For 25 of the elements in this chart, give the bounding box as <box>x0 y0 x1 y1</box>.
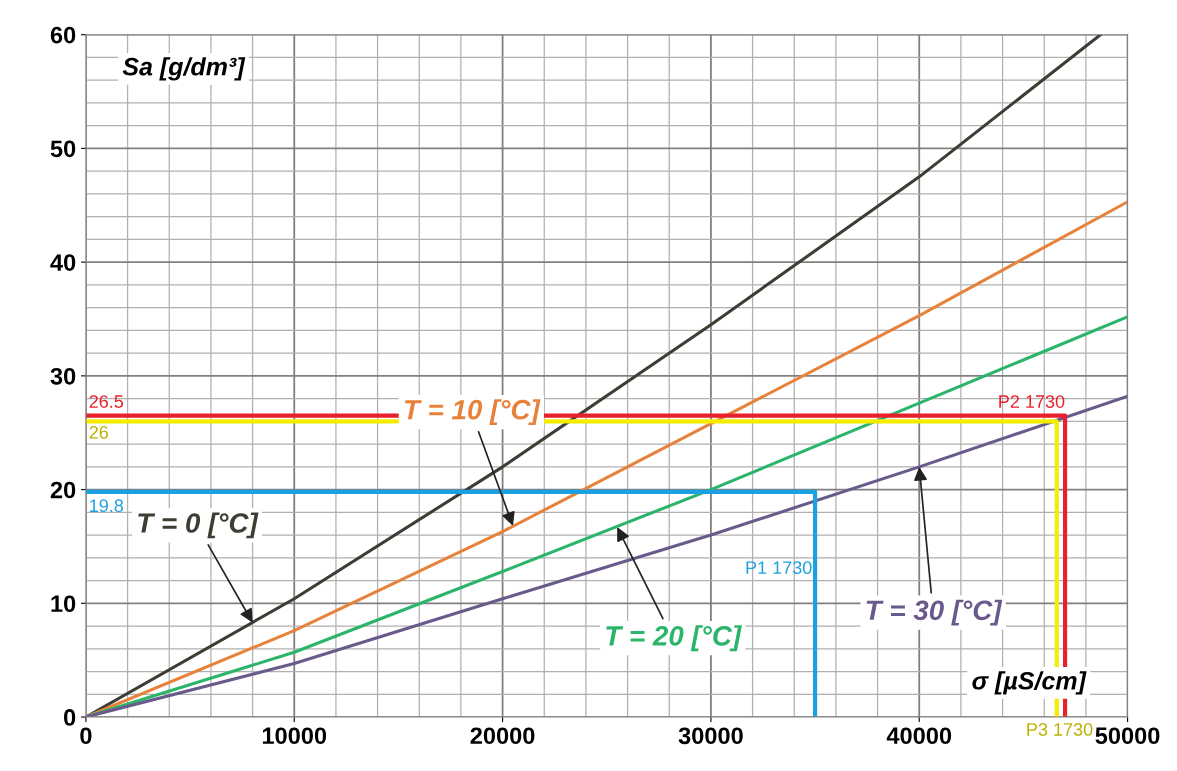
annotation: P3 1730 <box>1027 723 1093 736</box>
x-axis-title: σ [µS/cm] <box>972 671 1087 695</box>
x-tick-label: 50000 <box>1095 727 1160 745</box>
x-tick-label: 20000 <box>470 727 535 745</box>
annotation: T = 10 [°C] <box>404 399 541 426</box>
y-tick-label: 10 <box>51 595 76 613</box>
y-axis-title: Sa [g/dm³] <box>122 57 246 81</box>
x-tick-label: 30000 <box>678 727 743 745</box>
x-tick-label: 0 <box>80 727 92 745</box>
y-tick-label: 50 <box>50 140 76 158</box>
annotation: 19.8 <box>90 499 124 513</box>
annotation: T = 30 [°C] <box>866 599 1003 626</box>
y-tick-label: 60 <box>50 26 76 44</box>
annotation: P1 1730 <box>746 561 812 575</box>
x-tick-label: 10000 <box>262 727 327 745</box>
annotation: P2 1730 <box>999 395 1065 408</box>
y-tick-label: 40 <box>50 254 76 271</box>
annotation: T = 20 [°C] <box>606 625 742 652</box>
annotation: T = 0 [°C] <box>138 512 259 539</box>
annotation: 26 <box>89 425 108 439</box>
y-tick-label: 20 <box>50 481 76 499</box>
x-tick-label: 40000 <box>886 727 952 745</box>
y-tick-label: 0 <box>64 709 76 726</box>
y-tick-label: 30 <box>50 367 76 385</box>
annotation: 26.5 <box>89 395 124 408</box>
